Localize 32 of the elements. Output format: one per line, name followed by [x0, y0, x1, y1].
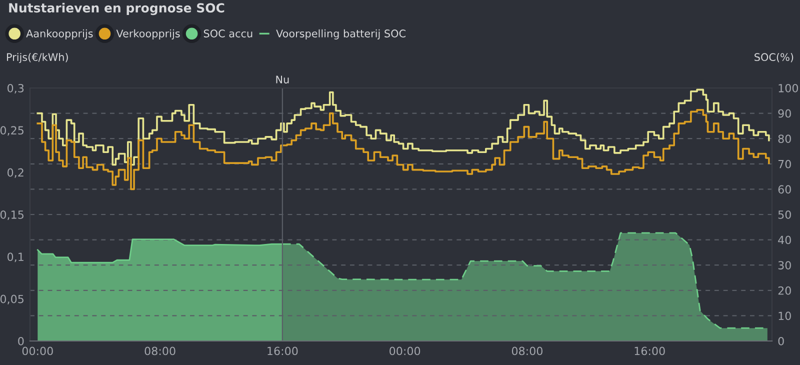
y2-tick-label: 20	[778, 286, 791, 295]
y2-tick-label: 10	[778, 312, 791, 320]
y-axis-title: Prijs(€/kWh)	[7, 52, 68, 64]
y2-axis-title: SOC(%)	[754, 52, 794, 62]
y-tick-label: 0,3	[8, 84, 24, 94]
chart-title: Nutstarieven en prognose SOC	[9, 2, 224, 16]
y-tick-label: 0,15	[0, 210, 24, 220]
x-tick-label: 00:00	[22, 346, 53, 356]
legend-label: Aankoopprijs	[26, 29, 93, 40]
y-tick-label: 0,1	[8, 252, 24, 262]
legend-label: SOC accu	[204, 30, 252, 38]
y2-tick-label: 90	[778, 109, 791, 118]
x-tick-label: 16:00	[268, 346, 298, 356]
x-tick-label: 00:00	[390, 346, 420, 356]
y2-tick-label: 30	[778, 261, 791, 270]
y-tick-label: 0	[18, 336, 24, 346]
y2-tick-label: 60	[778, 185, 791, 194]
legend-label: Verkoopprijs	[116, 29, 180, 40]
x-tick-label: 16:00	[634, 346, 665, 356]
x-tick-label: 08:00	[144, 346, 176, 356]
y2-tick-label: 80	[778, 134, 791, 143]
y-tick-label: 0,05	[0, 294, 24, 304]
y2-tick-label: 40	[778, 236, 791, 244]
y2-tick-label: 100	[778, 84, 798, 92]
y-tick-label: 0,25	[0, 126, 24, 136]
y2-tick-label: 50	[778, 210, 791, 219]
y2-tick-label: 0	[778, 336, 784, 346]
legend-label: Voorspelling batterij SOC	[276, 29, 406, 40]
ref-line-label: Nu	[276, 76, 289, 84]
y2-tick-label: 70	[778, 160, 791, 168]
y-tick-label: 0,2	[8, 168, 24, 178]
x-tick-label: 08:00	[512, 346, 542, 356]
